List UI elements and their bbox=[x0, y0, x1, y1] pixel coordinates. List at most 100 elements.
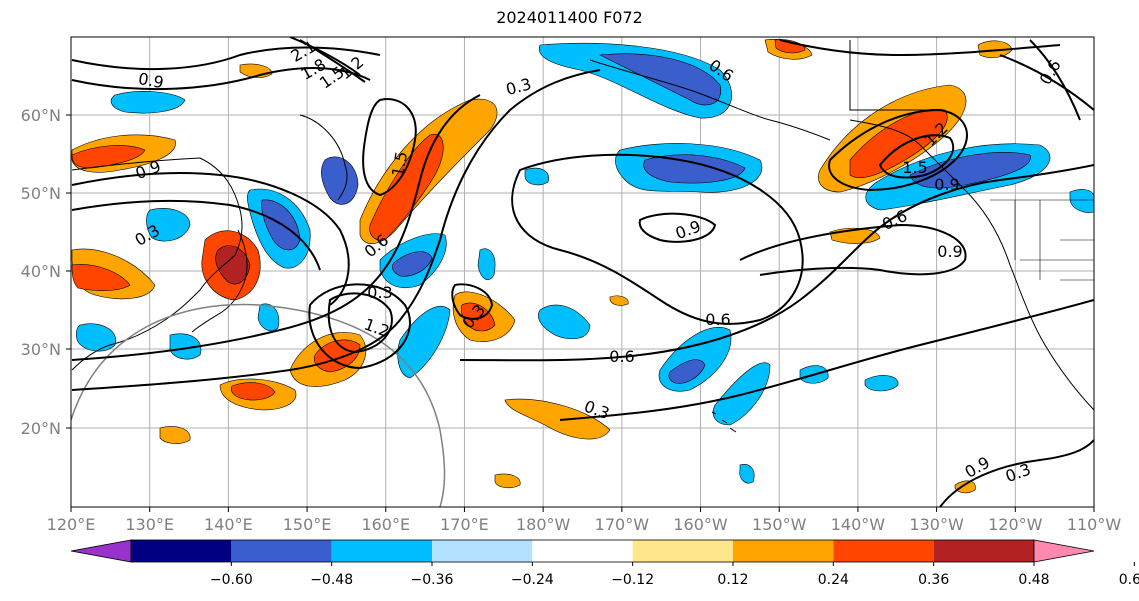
lon-tick-label: 160°E bbox=[361, 515, 410, 534]
map-frame bbox=[70, 36, 1095, 508]
neg-area-8-core bbox=[668, 359, 706, 384]
neg-area-8 bbox=[658, 327, 732, 392]
colorbar-segment bbox=[632, 540, 733, 562]
neg-area-3-core bbox=[909, 152, 1031, 189]
colorbar-tick-label: 0.36 bbox=[918, 572, 949, 588]
colorbar-tick-label: −0.48 bbox=[310, 572, 353, 588]
contour-line bbox=[739, 223, 967, 276]
contour-value-label: 1.2 bbox=[362, 315, 392, 342]
colorbar-segment bbox=[933, 540, 1034, 562]
colorbar-tick-label: 0.60 bbox=[1119, 572, 1139, 588]
pos-area-13 bbox=[159, 426, 191, 444]
contour-line bbox=[362, 98, 417, 197]
neg-area-7 bbox=[397, 305, 451, 379]
lat-tick-label: 30°N bbox=[21, 340, 61, 359]
contour-line bbox=[451, 283, 494, 320]
canada-border bbox=[849, 40, 940, 111]
colorbar-segment bbox=[532, 540, 633, 562]
colorbar-segment bbox=[733, 540, 834, 562]
colorbar: −0.60 −0.48 −0.36 −0.24 −0.12 0.12 0.24 0.36 0.4… bbox=[70, 539, 1139, 588]
contour-line bbox=[308, 283, 411, 370]
colorbar-segment bbox=[231, 540, 332, 562]
neg-area-2-core bbox=[643, 154, 746, 184]
neg-area-13 bbox=[75, 323, 117, 352]
contour-value-label: 1.5 bbox=[388, 150, 411, 178]
colorbar-tick-label: 0.48 bbox=[1018, 572, 1049, 588]
contour-line bbox=[459, 164, 1094, 362]
lat-tick-label: 40°N bbox=[21, 262, 61, 281]
contour-line bbox=[638, 212, 717, 243]
lon-tick-label: 150°W bbox=[752, 515, 807, 534]
pos-area-8-core bbox=[460, 302, 496, 332]
neg-area-15 bbox=[864, 375, 899, 392]
colorbar-tick-label: −0.24 bbox=[511, 572, 554, 588]
neg-area-19 bbox=[739, 464, 755, 484]
pos-area-16 bbox=[609, 295, 629, 306]
neg-area-21 bbox=[257, 303, 280, 332]
neg-area-18 bbox=[477, 248, 496, 280]
lon-tick-label: 130°W bbox=[909, 515, 964, 534]
pos-area-7-core bbox=[71, 145, 146, 169]
lon-tick-label: 170°W bbox=[595, 515, 650, 534]
lon-tick-label: 120°W bbox=[988, 515, 1043, 534]
colorbar-segment bbox=[331, 540, 432, 562]
contour-line bbox=[999, 54, 1094, 111]
shaded-anomalies bbox=[71, 39, 1094, 494]
contour-line bbox=[559, 299, 1094, 421]
coastlines bbox=[71, 40, 1094, 433]
contour-line bbox=[939, 439, 1094, 507]
colorbar-segment bbox=[833, 540, 934, 562]
lon-tick-label: 110°W bbox=[1067, 515, 1122, 534]
lon-tick-label: 130°E bbox=[125, 515, 174, 534]
contour-line bbox=[327, 292, 393, 354]
contour-line bbox=[779, 39, 1061, 57]
pos-area-6-core bbox=[71, 264, 131, 291]
contour-line bbox=[71, 46, 381, 71]
coast-asia bbox=[71, 157, 243, 371]
longitude-ticks: 120°E 130°E 140°E 150°E 160°E 170°E 180°W 170°W… bbox=[47, 507, 1122, 534]
lon-tick-label: 140°E bbox=[204, 515, 253, 534]
pos-area-15 bbox=[494, 473, 521, 489]
colorbar-extend-low bbox=[70, 539, 132, 563]
lon-tick-label: 140°W bbox=[831, 515, 886, 534]
lon-tick-label: 170°E bbox=[440, 515, 489, 534]
contour-line bbox=[71, 69, 601, 391]
neg-area-17 bbox=[1069, 189, 1094, 213]
neg-area-6-core bbox=[391, 251, 433, 277]
neg-area-11 bbox=[110, 91, 186, 114]
contours bbox=[71, 37, 1094, 507]
contour-value-label: 0.9 bbox=[961, 453, 993, 482]
colorbar-extend-high bbox=[1033, 539, 1095, 563]
contour-line bbox=[511, 153, 804, 325]
pos-area-5-core bbox=[230, 382, 276, 401]
contour-line bbox=[71, 172, 350, 306]
colorbar-tick-label: 0.12 bbox=[717, 572, 748, 588]
neg-area-14 bbox=[169, 333, 202, 360]
coast-north-america bbox=[849, 119, 1094, 411]
colorbar-tick-label: −0.36 bbox=[411, 572, 454, 588]
coast-kamchatka bbox=[299, 114, 348, 201]
contour-line bbox=[299, 39, 366, 83]
contour-value-label: 0.9 bbox=[137, 69, 165, 92]
map-title: 2024011400 F072 bbox=[496, 8, 643, 27]
pos-area-9 bbox=[504, 398, 611, 440]
contour-value-label: 0.9 bbox=[934, 175, 959, 194]
colorbar-tick-label: −0.12 bbox=[611, 572, 654, 588]
hawaii bbox=[711, 411, 737, 433]
pos-area-2-core bbox=[849, 108, 948, 179]
contour-value-label: 0.9 bbox=[937, 242, 962, 261]
neg-area-12 bbox=[146, 208, 191, 242]
contour-line bbox=[71, 67, 371, 91]
contour-line bbox=[878, 134, 955, 179]
contour-line bbox=[828, 108, 968, 192]
lat-tick-label: 50°N bbox=[21, 184, 61, 203]
lon-tick-label: 150°E bbox=[283, 515, 332, 534]
pos-area-3-core bbox=[215, 245, 251, 285]
lon-tick-label: 160°W bbox=[673, 515, 728, 534]
contour-value-label: 1.5 bbox=[902, 158, 927, 177]
lon-tick-label: 120°E bbox=[47, 515, 96, 534]
us-states bbox=[990, 199, 1094, 281]
contour-line bbox=[1029, 39, 1081, 121]
contour-line bbox=[289, 37, 361, 76]
